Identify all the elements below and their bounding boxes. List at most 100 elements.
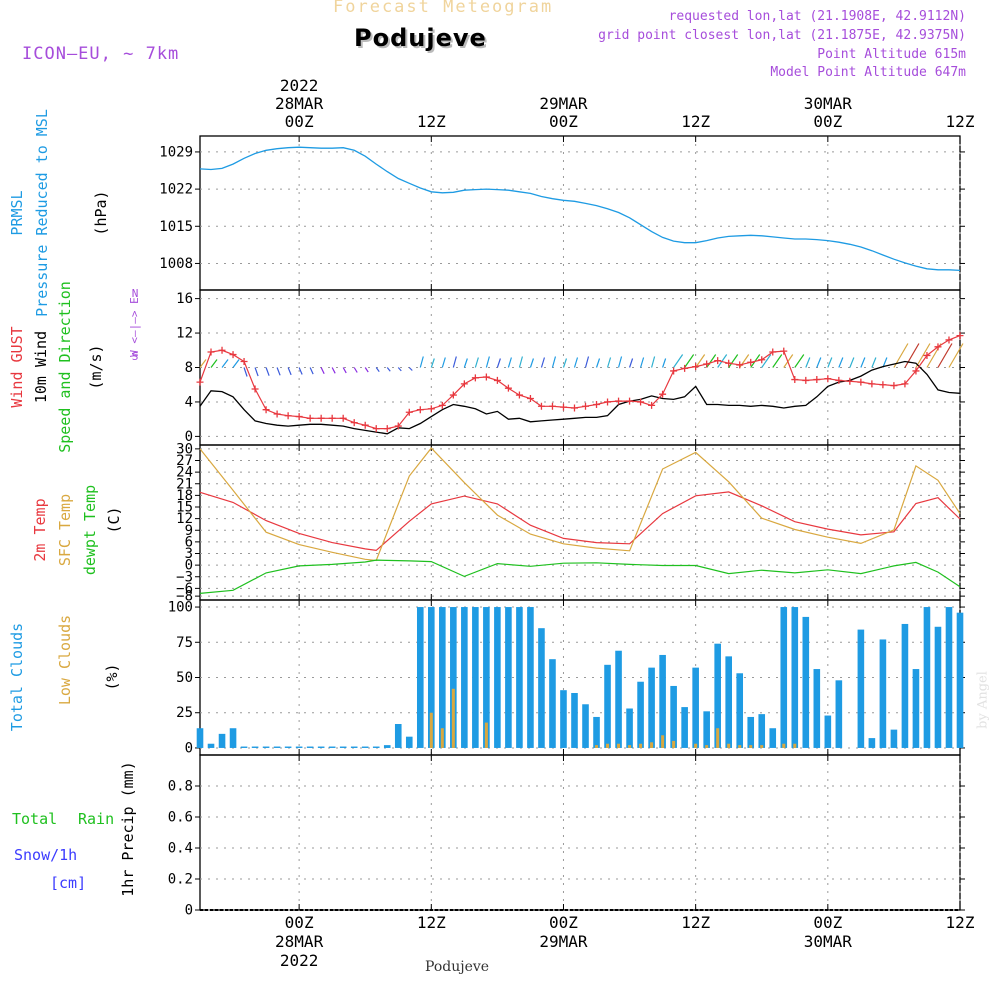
wind-direction-arrow [948,343,964,368]
top-time-label: 12Z [946,112,975,131]
wind-direction-arrow [706,354,717,368]
wind-gust-point [394,422,402,430]
model-label: ICON—EU, ~ 7km [22,44,180,64]
wind-direction-arrow [937,343,953,368]
total-cloud-bar [240,746,248,748]
wind-direction-arrow [199,359,207,368]
wind-direction-arrow [375,367,380,373]
label-prmsl: PRMSL [8,190,26,235]
wind-gust-point [681,364,689,372]
model-altitude: Model Point Altitude 647m [770,65,966,80]
label-wind-unit: (m/s) [87,344,105,389]
total-cloud-bar [791,607,799,748]
wind-gust-point [912,367,920,375]
total-cloud-bar [361,746,369,748]
total-cloud-bar [857,629,865,748]
wind-gust-point [593,401,601,409]
wind-direction-arrow [265,367,270,376]
total-cloud-bar [725,656,732,748]
wind-gust-point [615,397,623,405]
total-cloud-bar [295,746,303,748]
y-tick-label: 12 [176,511,193,527]
wind-direction-arrow [408,367,413,371]
wind-direction-arrow [309,367,314,375]
wind-direction-arrow [353,367,358,373]
panel-frame-pressure [199,135,961,291]
bottom-time-label: 12Z [417,913,446,932]
top-time-label: 00Z [813,112,842,131]
wind-gust-point [196,378,204,386]
wind-direction-arrow [562,358,568,368]
wind-direction-arrow [485,356,490,368]
y-tick-label: 100 [168,600,193,616]
wind-gust-point [846,377,854,385]
wind-gust-point [251,385,259,393]
label-low-clouds: Low Clouds [56,615,74,705]
wind-direction-arrow [276,367,281,376]
wind-gust-point [813,376,821,384]
total-cloud-bar [394,724,402,748]
wind-gust-point [890,382,898,390]
y-tick-label: 50 [176,670,193,686]
wind-gust-point [339,414,347,422]
total-cloud-bar [328,746,336,748]
top-time-label: 12Z [681,112,710,131]
low-cloud-bar [617,743,621,748]
y-tick-label: 4 [185,394,193,410]
total-cloud-bar [912,669,920,748]
total-cloud-bar [923,607,931,748]
bottom-year-label: 2022 [280,951,319,970]
wind-gust-point [317,414,325,422]
bottom-time-label: 00Z [549,913,578,932]
wind-speed-line [199,360,961,435]
wind-gust-point [460,380,468,388]
label-pressure: Pressure Reduced to MSL [33,109,51,317]
total-cloud-bar [615,650,622,748]
y-tick-label: 1029 [159,144,193,160]
wind-gust-point [934,343,942,351]
wind-gust-point [714,357,722,365]
wind-gust-point [416,406,424,414]
wind-gust-point [515,391,523,399]
dewpoint-line [199,559,961,594]
wind-gust-point [449,391,457,399]
label-temp-unit: (C) [105,506,123,533]
wind-direction-arrow [673,354,684,368]
wind-direction-arrow [496,358,501,368]
low-cloud-bar [749,745,753,748]
wind-direction-arrow [651,356,656,368]
wind-gust-point [791,376,799,384]
wind-gust-point [548,402,556,410]
total-cloud-bar [306,746,314,748]
wind-direction-arrow [849,357,855,368]
station-title: Podujeve [354,24,487,52]
total-cloud-bar [207,743,215,748]
low-cloud-bar [738,745,742,748]
wind-direction-arrow [551,356,557,368]
y-tick-label: 1022 [159,182,193,198]
wind-gust-point [901,380,909,388]
wind-gust-point [824,375,832,383]
total-cloud-bar [439,607,446,748]
wind-direction-arrow [287,367,292,376]
total-cloud-bar [461,607,468,748]
total-cloud-bar [637,681,644,748]
y-tick-label: 27 [176,453,193,469]
wind-direction-arrow [419,356,424,368]
wind-direction-arrow [342,367,347,374]
total-cloud-bar [405,736,413,748]
y-tick-label: 9 [185,523,193,539]
low-cloud-bar [650,742,654,748]
wind-gust-point [604,398,612,406]
total-cloud-bar [383,745,391,748]
sfc-temp-line [199,447,961,562]
wind-direction-arrow [507,357,512,368]
total-cloud-bar [945,607,953,748]
total-cloud-bar [901,623,909,748]
y-tick-label: 0 [185,903,193,919]
wind-direction-arrow [221,359,229,368]
wind-gust-point [273,410,281,418]
bottom-date-label: 29MAR [539,932,588,951]
total-cloud-bar [736,673,744,748]
label-total-clouds: Total Clouds [8,623,26,731]
